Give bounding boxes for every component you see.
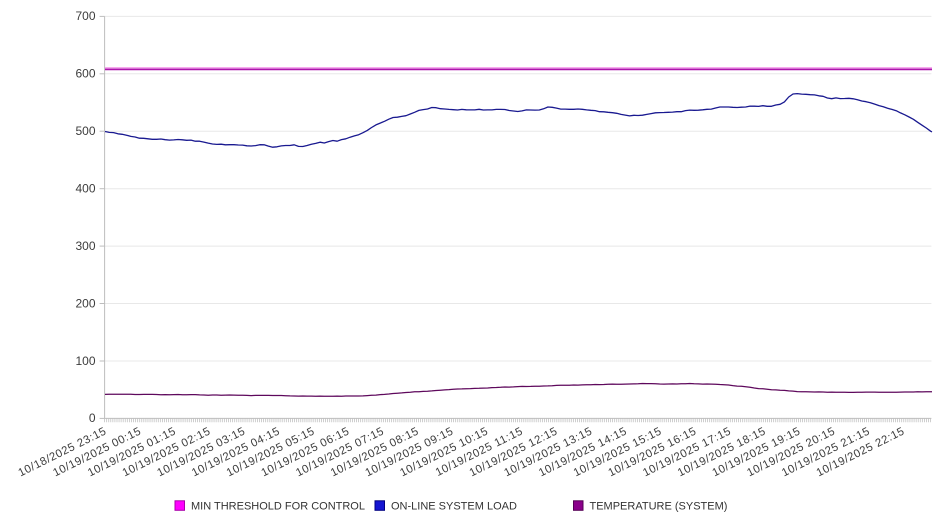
svg-text:700: 700 [75, 9, 95, 23]
svg-text:400: 400 [75, 182, 95, 196]
svg-text:TEMPERATURE (SYSTEM): TEMPERATURE (SYSTEM) [590, 501, 728, 513]
svg-text:100: 100 [75, 354, 95, 368]
svg-text:MIN THRESHOLD FOR CONTROL: MIN THRESHOLD FOR CONTROL [191, 501, 365, 513]
svg-text:300: 300 [75, 239, 95, 253]
svg-text:ON-LINE SYSTEM LOAD: ON-LINE SYSTEM LOAD [391, 501, 517, 513]
svg-text:600: 600 [75, 67, 95, 81]
svg-text:200: 200 [75, 296, 95, 310]
svg-text:0: 0 [89, 411, 96, 425]
svg-text:500: 500 [75, 124, 95, 138]
